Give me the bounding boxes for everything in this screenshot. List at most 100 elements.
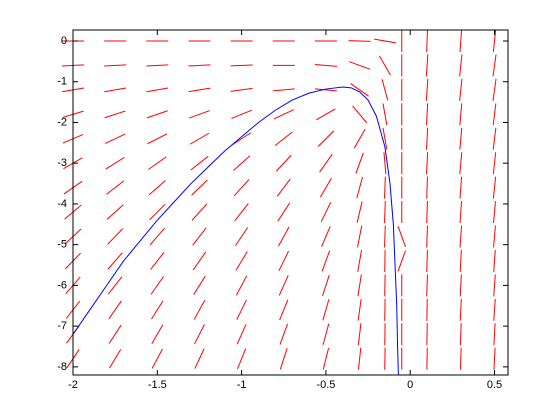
field-segment (382, 103, 388, 126)
field-segment (235, 251, 248, 271)
field-segment (147, 133, 168, 145)
field-segment (275, 154, 292, 172)
field-segment (357, 347, 362, 370)
field-segment (384, 176, 386, 199)
y-tick-label: -7 (57, 320, 67, 332)
field-segment (276, 178, 291, 197)
field-segment (108, 324, 122, 344)
field-segment (149, 227, 165, 246)
field-segment (493, 225, 496, 248)
field-segment (190, 156, 209, 171)
field-segment (426, 249, 428, 272)
field-segment (492, 152, 497, 175)
field-segment (278, 275, 289, 296)
field-segment (459, 323, 462, 346)
field-segment (348, 40, 371, 42)
field-segment (237, 348, 247, 370)
field-segment (425, 127, 429, 150)
field-segment (397, 226, 407, 248)
field-segment (236, 299, 247, 320)
field-segment (493, 347, 496, 370)
field-segment (320, 201, 332, 223)
field-segment (188, 110, 210, 119)
field-segment (382, 127, 388, 150)
field-segment (459, 201, 463, 224)
field-segment (459, 152, 463, 175)
field-segment (381, 79, 389, 101)
field-segment (109, 349, 122, 369)
field-segment (459, 298, 462, 321)
field-segment (384, 225, 386, 248)
field-segment (459, 29, 463, 53)
x-tick-label: 0 (407, 379, 413, 391)
field-segment (188, 87, 211, 93)
field-segment (193, 299, 206, 320)
y-tick-label: -5 (57, 239, 67, 251)
field-segment (357, 225, 363, 248)
field-segment (492, 30, 497, 52)
field-segment (459, 249, 462, 272)
field-segment (278, 250, 290, 272)
field-segment (373, 38, 396, 44)
field-segment (233, 179, 250, 197)
field-segment (146, 64, 169, 67)
field-segment (151, 300, 164, 320)
x-tick-label: -1 (237, 379, 247, 391)
field-segment (104, 64, 127, 67)
x-tick-label: -2 (68, 379, 78, 391)
field-segment (194, 348, 205, 369)
field-segment (321, 226, 331, 247)
field-segment (194, 324, 205, 345)
field-segment (148, 156, 167, 170)
field-segment (150, 276, 165, 295)
field-segment (321, 250, 331, 272)
axes-box (72, 29, 509, 376)
field-segment (459, 274, 462, 297)
field-segment (104, 110, 126, 119)
field-segment (317, 130, 335, 147)
field-segment (322, 299, 330, 321)
field-segment (272, 88, 295, 92)
field-segment (149, 203, 166, 221)
field-segment (356, 176, 363, 199)
field-segment (384, 201, 386, 224)
field-segment (357, 298, 362, 321)
field-segment (493, 201, 496, 224)
field-segment (493, 249, 496, 272)
field-segment (235, 227, 249, 246)
field-segment (459, 54, 463, 77)
field-segment (316, 108, 336, 121)
field-segment (230, 64, 253, 67)
solution-curve (72, 86, 399, 376)
field-segment (108, 300, 122, 320)
field-segment (107, 252, 123, 270)
field-segment (492, 127, 497, 150)
field-segment (493, 323, 496, 346)
field-segment (232, 132, 252, 146)
field-segment (426, 201, 428, 224)
field-segment (378, 55, 391, 76)
field-segment (107, 228, 124, 245)
field-segment (188, 64, 211, 67)
field-segment (273, 109, 294, 120)
field-segment (189, 132, 210, 145)
field-segment (277, 226, 290, 247)
field-segment (459, 347, 462, 370)
y-tick-label: -8 (57, 361, 67, 373)
y-tick-label: -3 (57, 157, 67, 169)
field-segment (425, 152, 429, 175)
field-segment (106, 204, 124, 220)
field-segment (425, 103, 429, 126)
field-segment (493, 298, 496, 321)
field-segment (397, 250, 407, 272)
y-tick-label: -2 (57, 116, 67, 128)
field-segment (356, 201, 363, 223)
field-segment (234, 203, 249, 222)
x-tick-label: -0.5 (316, 379, 335, 391)
field-segment (492, 176, 497, 199)
field-segment (104, 133, 126, 144)
y-tick-label: -1 (57, 76, 67, 88)
field-segment (459, 176, 463, 199)
field-segment (425, 54, 429, 77)
